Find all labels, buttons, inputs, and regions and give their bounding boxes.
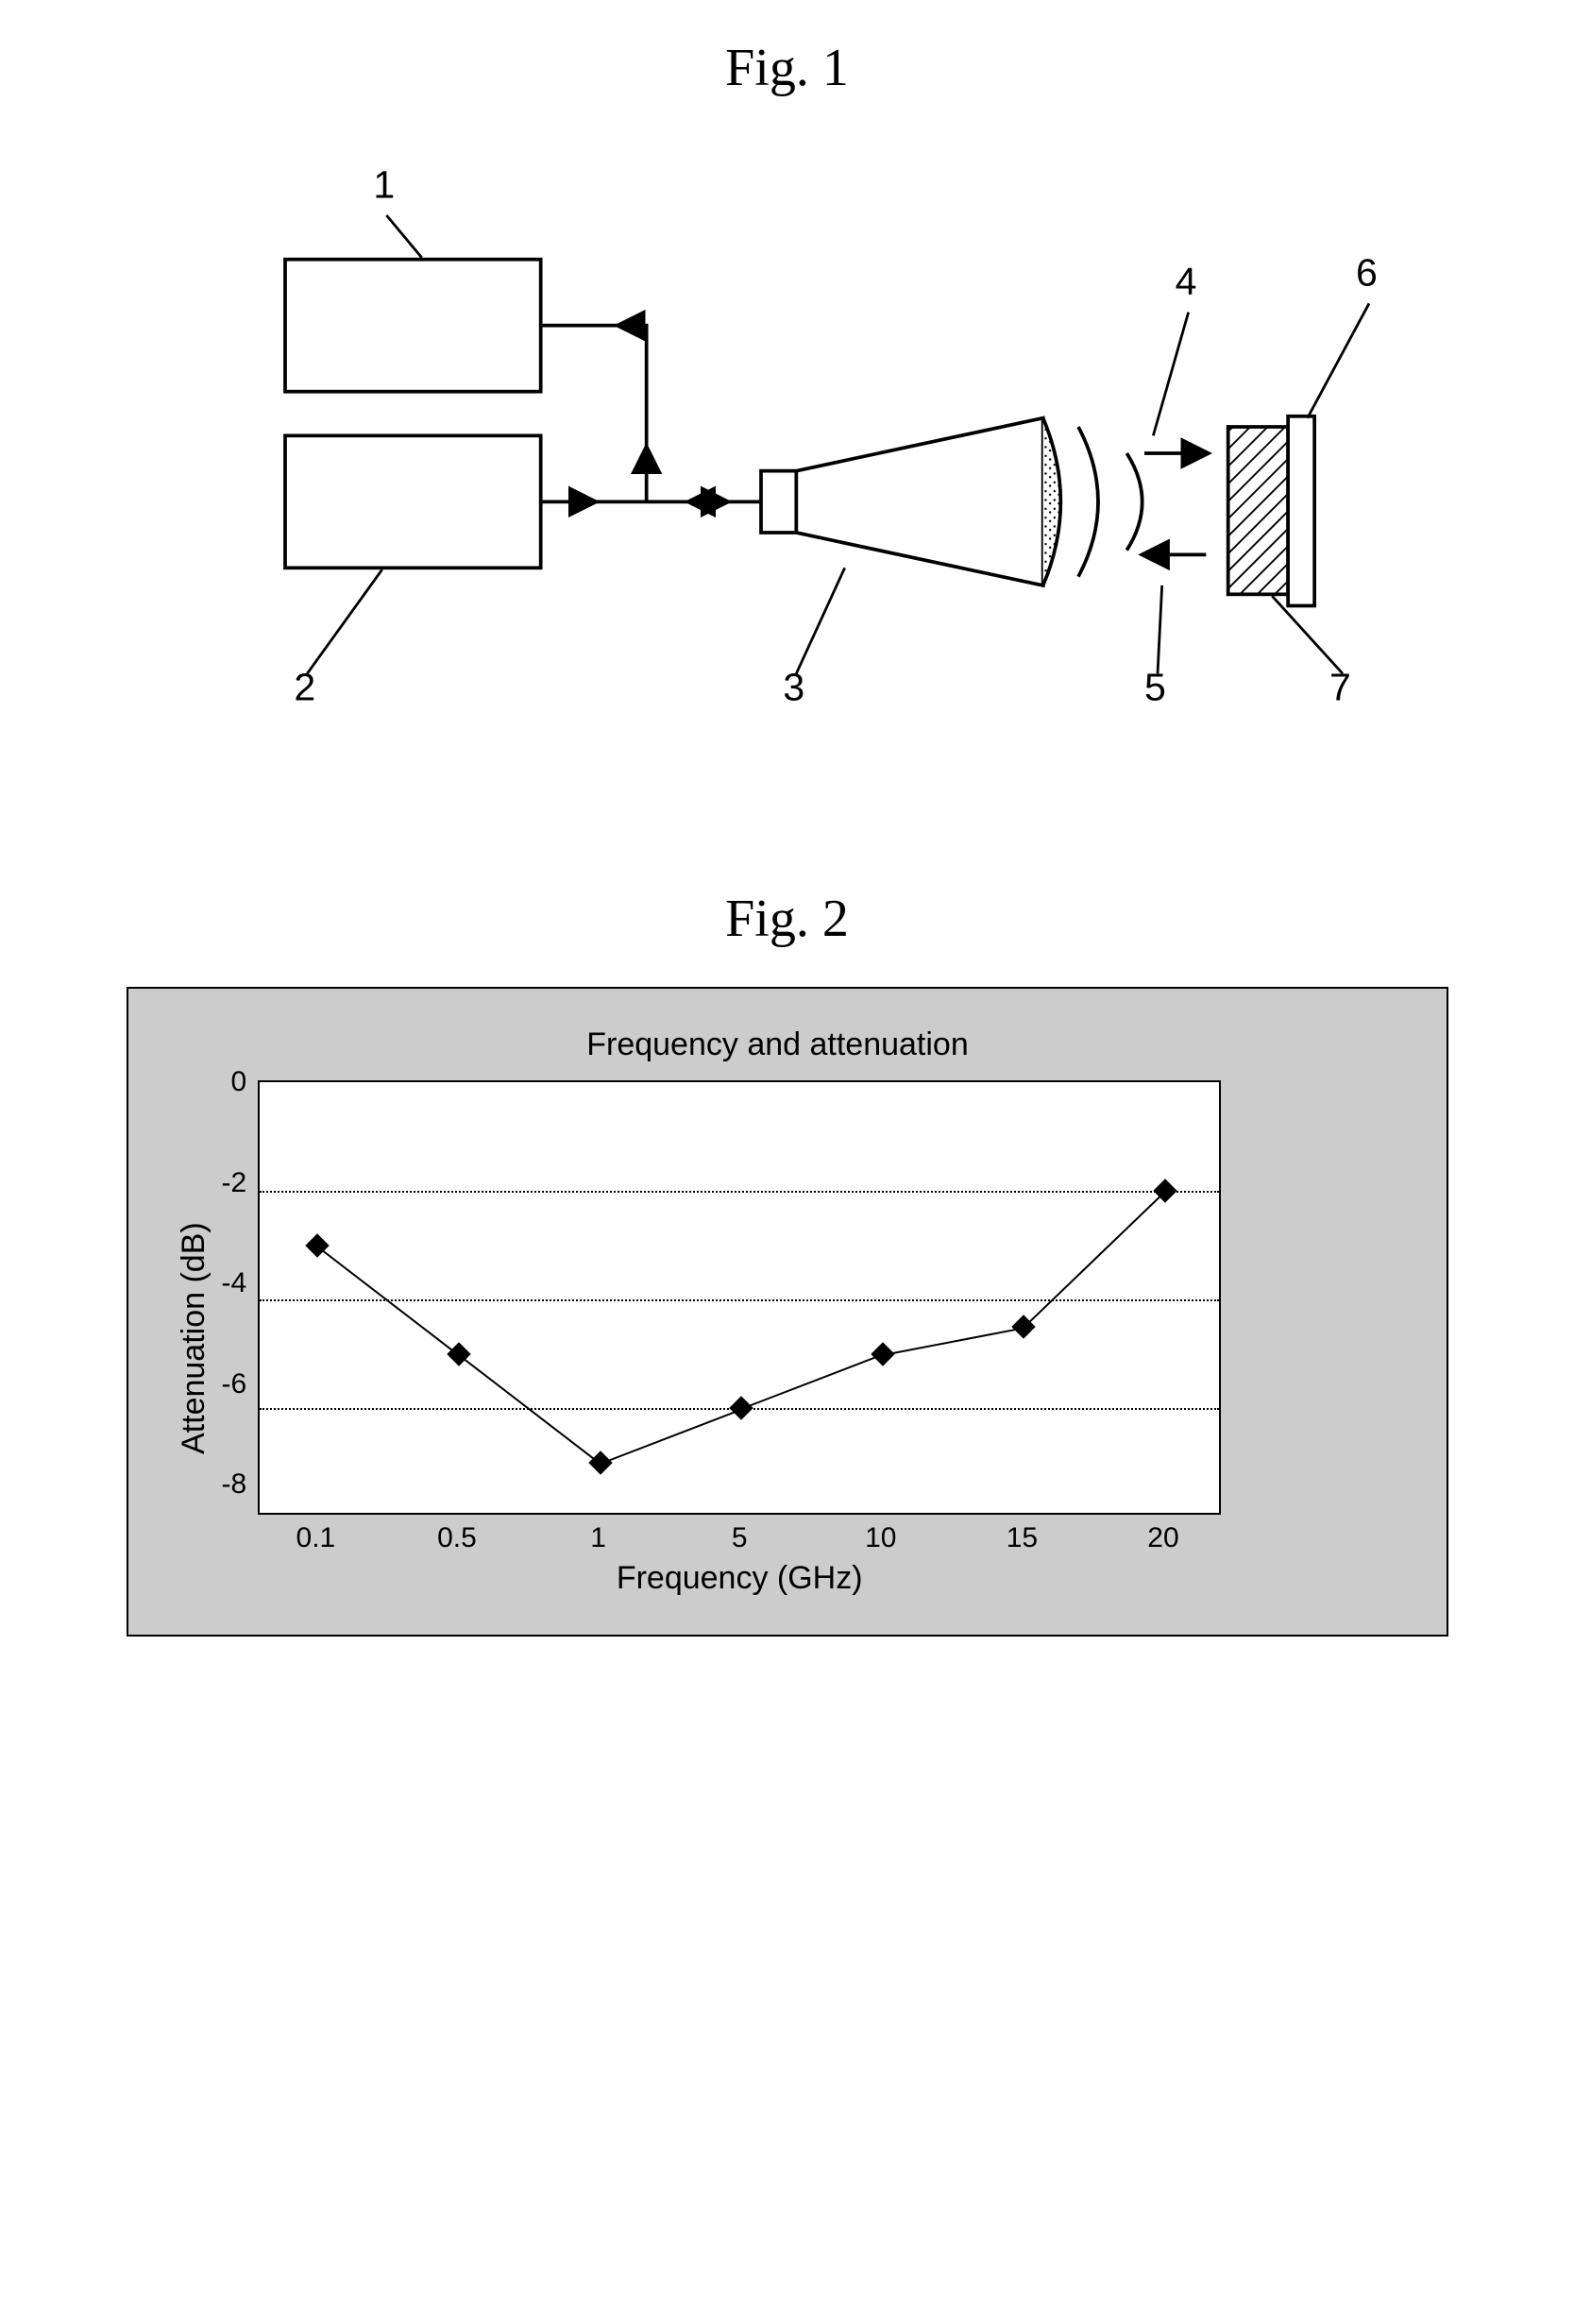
label-l7: 7	[1329, 665, 1351, 708]
y-tick-labels: 0 -2 -4 -6 -8	[222, 1066, 259, 1501]
x-tick: 0.1	[296, 1522, 336, 1554]
y-tick: -6	[222, 1368, 247, 1400]
label-l6: 6	[1356, 251, 1378, 295]
wave-arc-2	[1126, 453, 1142, 551]
x-axis-label: Frequency (GHz)	[258, 1560, 1221, 1597]
line-segment	[741, 1354, 883, 1410]
figure-2: Fig. 2 Frequency and attenuation Attenua…	[38, 889, 1536, 1637]
x-tick: 15	[1007, 1522, 1038, 1554]
chart-panel: Frequency and attenuation Attenuation (d…	[127, 987, 1448, 1637]
generator-box	[285, 435, 541, 568]
fig1-title: Fig. 1	[38, 38, 1536, 98]
leader-l6	[1307, 303, 1368, 417]
label-l3: 3	[783, 665, 804, 708]
y-tick: 0	[222, 1066, 247, 1098]
data-marker	[729, 1396, 753, 1419]
x-tick: 20	[1147, 1522, 1178, 1554]
y-tick: -8	[222, 1468, 247, 1501]
label-l1: 1	[373, 162, 395, 206]
label-l5: 5	[1144, 665, 1166, 708]
line-segment	[1024, 1191, 1166, 1328]
leader-l7	[1272, 596, 1343, 673]
x-tick: 1	[590, 1522, 606, 1554]
leader-l1	[386, 215, 421, 258]
x-tick: 10	[865, 1522, 896, 1554]
leader-l5	[1158, 585, 1162, 673]
sample-absorber	[1227, 427, 1287, 594]
y-tick: -4	[222, 1267, 247, 1299]
line-segment	[600, 1408, 741, 1464]
horn-neck	[761, 471, 796, 533]
cable-1	[540, 326, 646, 502]
y-tick: -2	[222, 1167, 247, 1199]
line-segment	[883, 1327, 1024, 1356]
horn-cone	[796, 418, 1042, 585]
wave-arc-1	[1078, 427, 1098, 577]
fig1-diagram: 1 2 3 4 5 6 7	[127, 136, 1448, 775]
plot-area	[258, 1080, 1221, 1515]
chart-title: Frequency and attenuation	[166, 1026, 1390, 1063]
x-tick: 0.5	[437, 1522, 477, 1554]
gridline	[260, 1299, 1219, 1301]
x-tick-labels: 0.10.515101520	[258, 1515, 1221, 1552]
data-marker	[871, 1342, 894, 1366]
x-tick: 5	[732, 1522, 748, 1554]
leader-l3	[796, 568, 844, 673]
label-l2: 2	[294, 665, 315, 708]
y-axis-label: Attenuation (dB)	[166, 1080, 222, 1597]
data-marker	[588, 1450, 612, 1474]
label-l4: 4	[1175, 260, 1196, 303]
figure-1: Fig. 1 1 2 3 4 5 6 7	[38, 38, 1536, 775]
gridline	[260, 1191, 1219, 1193]
fig2-title: Fig. 2	[38, 889, 1536, 949]
leader-l2	[307, 569, 381, 673]
leader-l4	[1153, 313, 1188, 436]
horn-lens	[1042, 418, 1060, 585]
chart-area: Attenuation (dB) 0-2-4-6-8 0.10.51510152…	[166, 1080, 1390, 1597]
sample-backplate	[1288, 416, 1314, 606]
fig1-svg: 1 2 3 4 5 6 7	[127, 136, 1448, 771]
analyzer-box	[285, 260, 541, 392]
fig2-chart-wrap: Frequency and attenuation Attenuation (d…	[127, 987, 1448, 1637]
